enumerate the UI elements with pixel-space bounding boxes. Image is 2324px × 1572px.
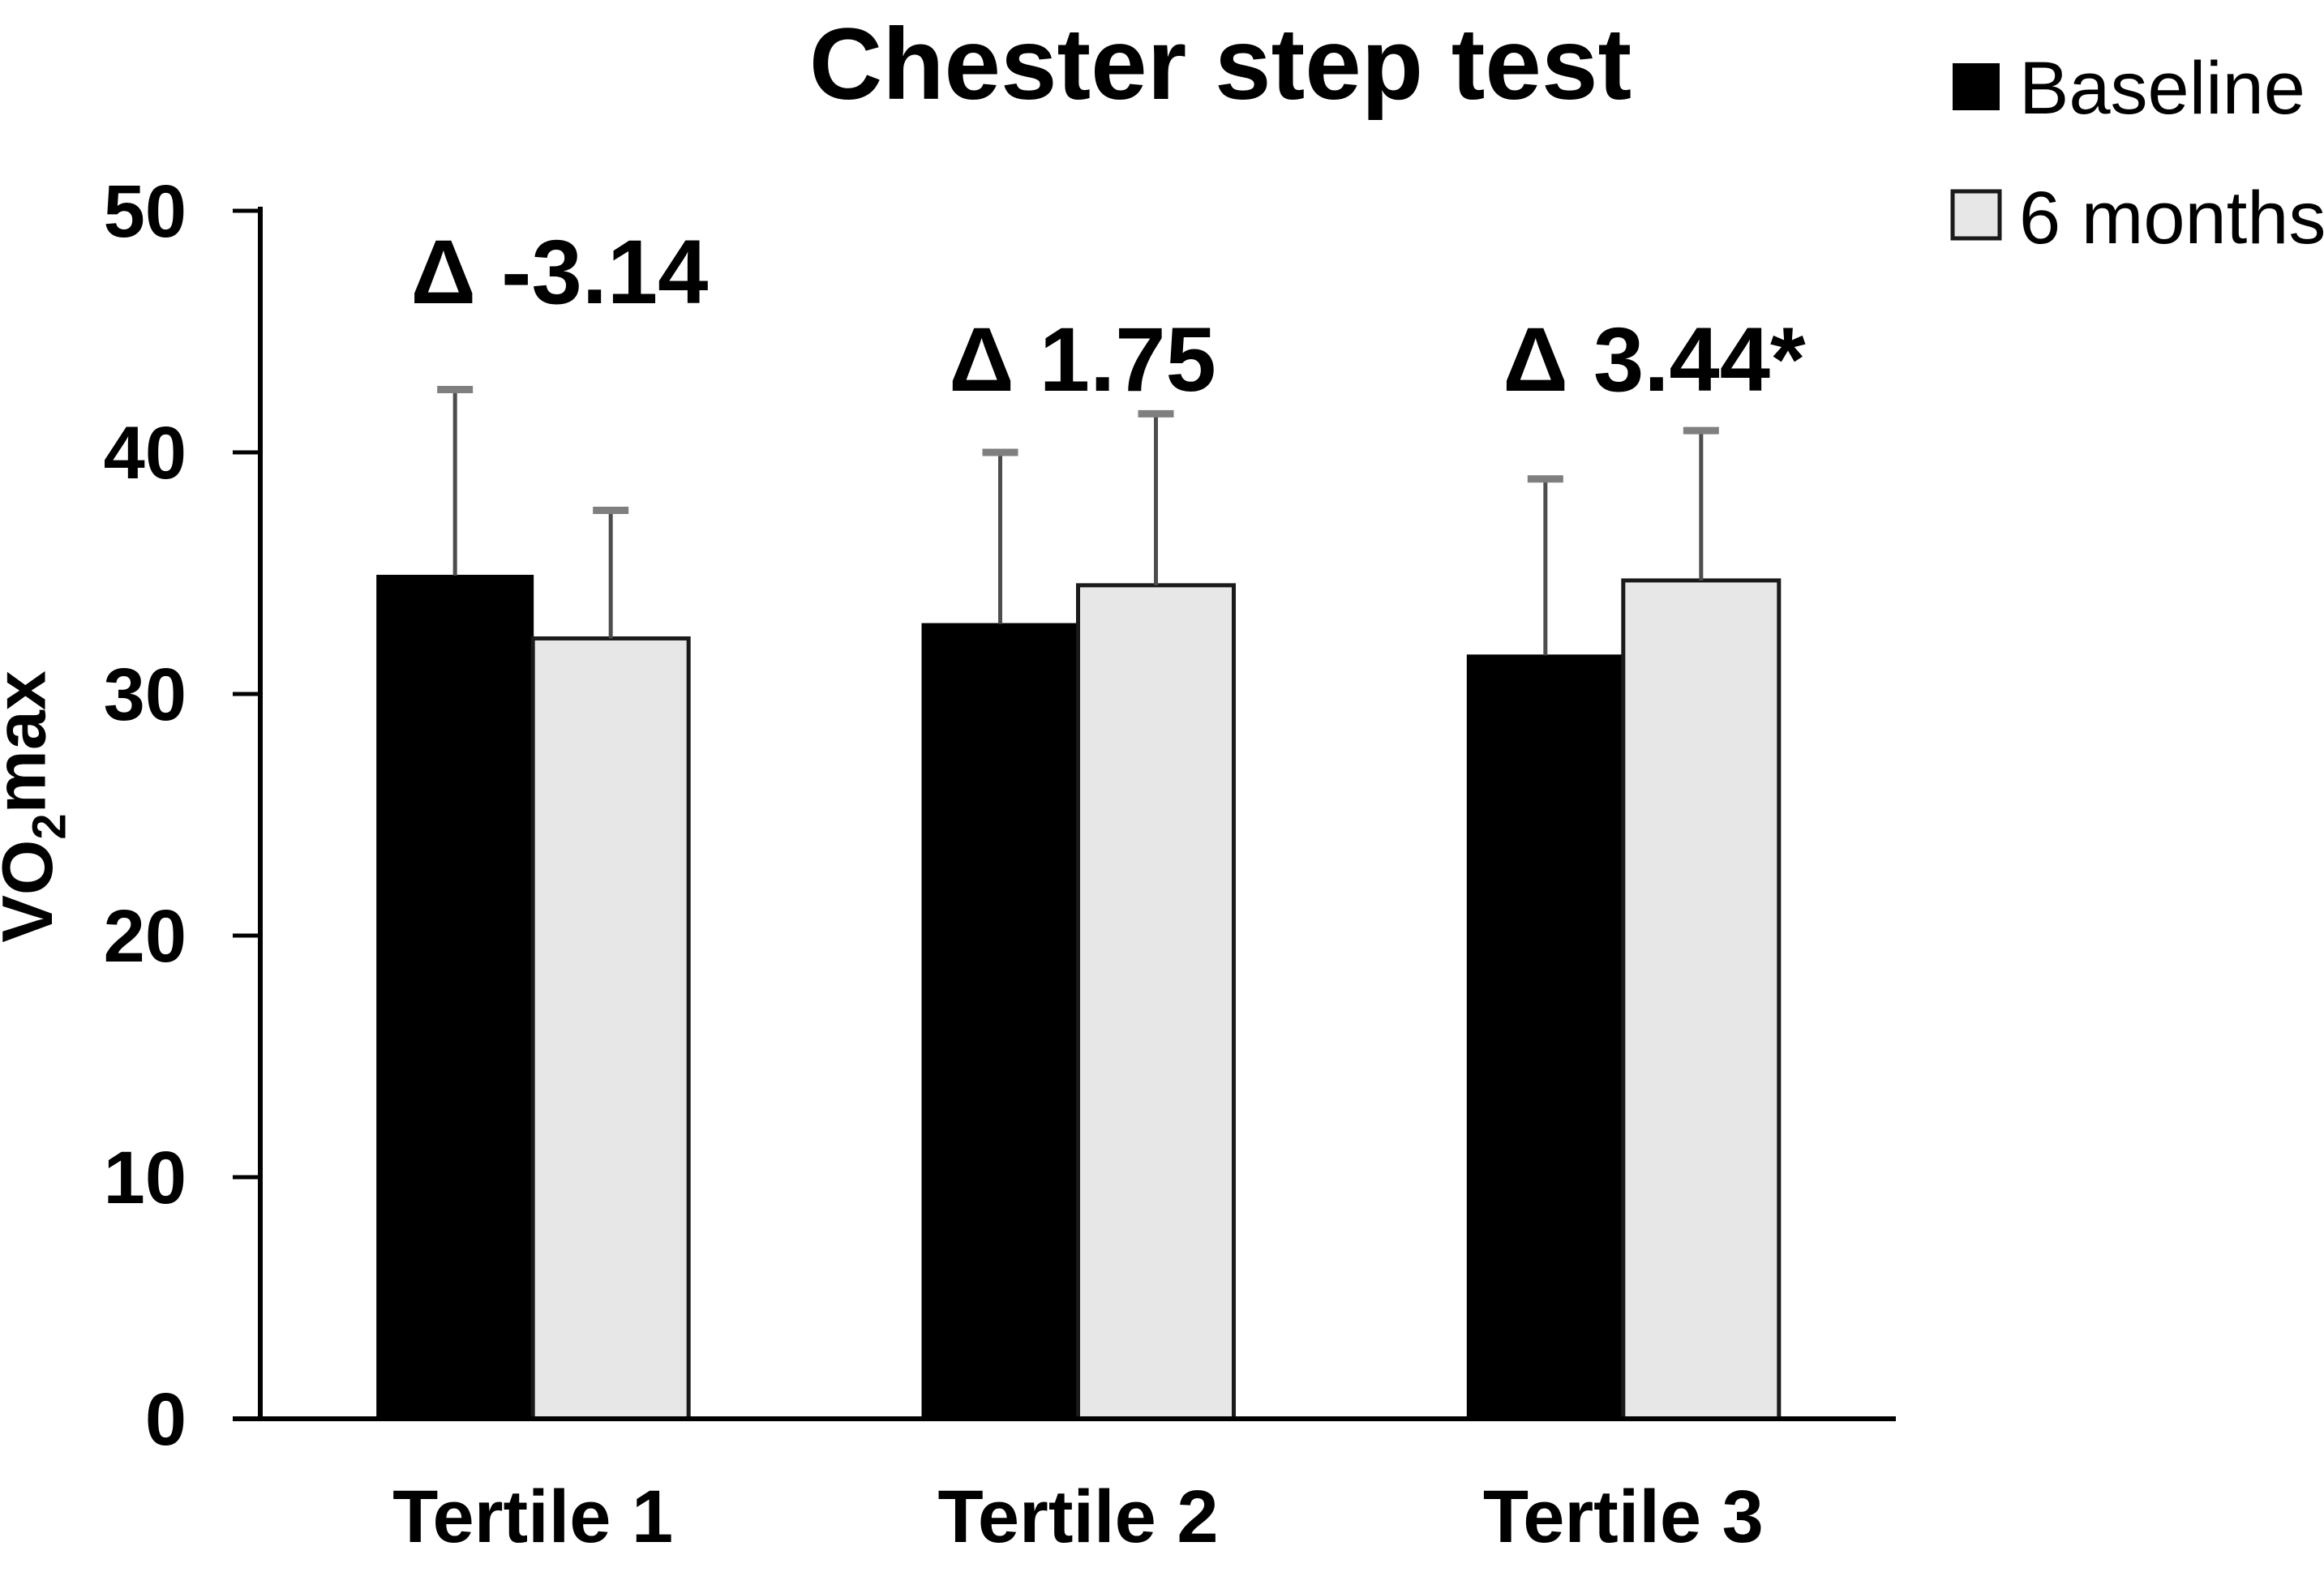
- y-axis-title-subscript: 2: [23, 813, 75, 839]
- x-axis-category-label-tertile-3: Tertile 3: [1483, 1476, 1764, 1558]
- bar-baseline-tertile-1: [376, 574, 534, 1420]
- y-axis-tick-label: 0: [145, 1378, 187, 1461]
- bar-6-months-tertile-2: [1076, 583, 1236, 1421]
- chart-title: Chester step test: [809, 8, 1632, 121]
- bar-6-months-tertile-1: [530, 636, 691, 1421]
- legend-swatch-6-months: [1950, 189, 2002, 241]
- legend-label-baseline: Baseline: [2019, 47, 2305, 130]
- x-axis-category-label-tertile-1: Tertile 1: [392, 1476, 673, 1558]
- y-axis-tick-label: 50: [104, 170, 187, 253]
- legend-label-6-months: 6 months: [2019, 177, 2324, 259]
- bar-baseline-tertile-2: [921, 623, 1079, 1420]
- y-axis-title: VO2max: [0, 670, 75, 943]
- bar-6-months-tertile-3: [1621, 578, 1782, 1421]
- y-axis-title-main: VO: [0, 840, 67, 943]
- x-axis-category-label-tertile-2: Tertile 2: [938, 1476, 1219, 1558]
- bar-baseline-tertile-3: [1466, 654, 1624, 1420]
- delta-annotation-tertile-2: Δ 1.75: [949, 309, 1216, 410]
- bars: [376, 386, 1782, 1421]
- delta-annotation-tertile-3: Δ 3.44*: [1503, 309, 1806, 410]
- y-axis-tick-label: 30: [104, 653, 187, 736]
- delta-annotation-tertile-1: Δ -3.14: [411, 221, 709, 323]
- y-axis-tick-label: 40: [104, 412, 187, 495]
- y-axis-tick-label: 10: [104, 1137, 187, 1219]
- y-axis-tick-label: 20: [104, 895, 187, 978]
- y-axis-title-main-2: max: [0, 670, 61, 813]
- y-axis: 0 10 20 30 40 50: [104, 170, 263, 1461]
- legend: Baseline 6 months: [1950, 47, 2324, 259]
- legend-swatch-baseline: [1953, 63, 2000, 110]
